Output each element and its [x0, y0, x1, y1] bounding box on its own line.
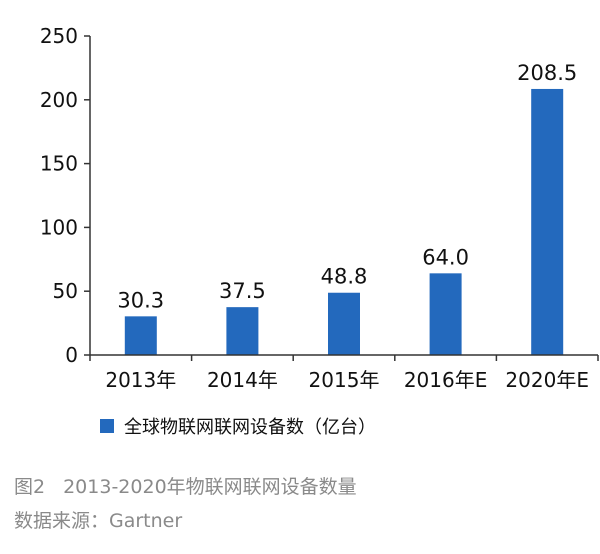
figure-number: 图2	[14, 476, 46, 498]
x-tick-label: 2013年	[105, 368, 176, 392]
bar	[429, 273, 462, 355]
legend-label: 全球物联网联网设备数（亿台）	[124, 417, 376, 438]
x-axis: 2013年 2014年 2015年 2016年E 2020年E	[89, 354, 599, 392]
bars: 30.3 37.5 48.8 64.0 208.5	[117, 61, 577, 355]
figure-title: 2013-2020年物联网联网设备数量	[63, 476, 357, 498]
bar	[328, 292, 360, 355]
y-axis: 0 50 100 150 200 250	[40, 24, 91, 367]
bar-chart: 0 50 100 150 200 250 30.3 37.5 48.8 64.0 208.5 20…	[40, 24, 599, 438]
legend-swatch	[100, 419, 114, 433]
bar	[531, 88, 564, 355]
data-label: 208.5	[517, 61, 577, 85]
data-source: 数据来源：Gartner	[14, 510, 183, 532]
figure-caption: 图2 2013-2020年物联网联网设备数量 数据来源：Gartner	[14, 470, 594, 538]
legend: 全球物联网联网设备数（亿台）	[100, 417, 376, 438]
y-tick-label: 150	[40, 152, 78, 176]
data-label: 64.0	[422, 245, 469, 269]
y-tick-label: 200	[40, 88, 78, 112]
bar	[124, 316, 157, 355]
data-label: 37.5	[219, 279, 266, 303]
y-tick-label: 0	[65, 343, 78, 367]
x-tick-label: 2020年E	[505, 368, 589, 392]
data-label: 30.3	[117, 288, 164, 312]
y-tick-label: 50	[53, 279, 78, 303]
x-tick-label: 2016年E	[404, 368, 488, 392]
data-label: 48.8	[321, 265, 368, 289]
bar	[226, 307, 259, 355]
x-tick-label: 2014年	[207, 368, 278, 392]
x-tick-label: 2015年	[309, 368, 380, 392]
y-tick-label: 100	[40, 215, 78, 239]
y-tick-label: 250	[40, 24, 78, 48]
